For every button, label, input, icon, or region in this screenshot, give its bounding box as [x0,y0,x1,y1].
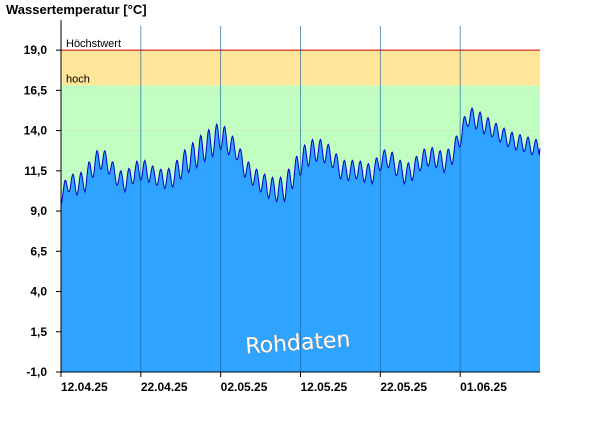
x-tick-label-4: 22.05.25 [380,380,427,394]
y-tick-label-4: 9,0 [30,204,47,218]
x-tick-label-3: 12.05.25 [301,380,348,394]
y-tick-label-8: -1,0 [26,365,47,379]
watermark-rohdaten: Rohdaten [245,327,352,359]
x-tick-label-1: 22.04.25 [141,380,188,394]
y-tick-label-7: 1,5 [30,325,47,339]
x-tick-label-5: 01.06.25 [460,380,507,394]
y-tick-label-3: 11,5 [24,164,47,178]
band-label-0: Höchstwert [66,38,121,50]
y-tick-label-0: 19,0 [24,43,48,57]
y-tick-label-6: 4,0 [30,285,47,299]
chart-title: Wassertemperatur [°C] [6,2,147,17]
y-tick-label-2: 14,0 [24,124,48,138]
x-tick-label-0: 12.04.25 [61,380,108,394]
y-tick-labels: 19,0 16,5 14,0 11,5 9,0 6,5 4,0 1,5 -1,0 [24,43,61,379]
y-tick-label-1: 16,5 [24,83,48,97]
x-tick-labels: 12.04.25 22.04.25 02.05.25 12.05.25 22.05.25… [60,372,507,394]
band-labels: Höchstwert hoch [66,38,121,85]
x-tick-label-2: 02.05.25 [221,380,268,394]
y-tick-label-5: 6,5 [30,244,47,258]
band-label-1: hoch [66,74,90,86]
